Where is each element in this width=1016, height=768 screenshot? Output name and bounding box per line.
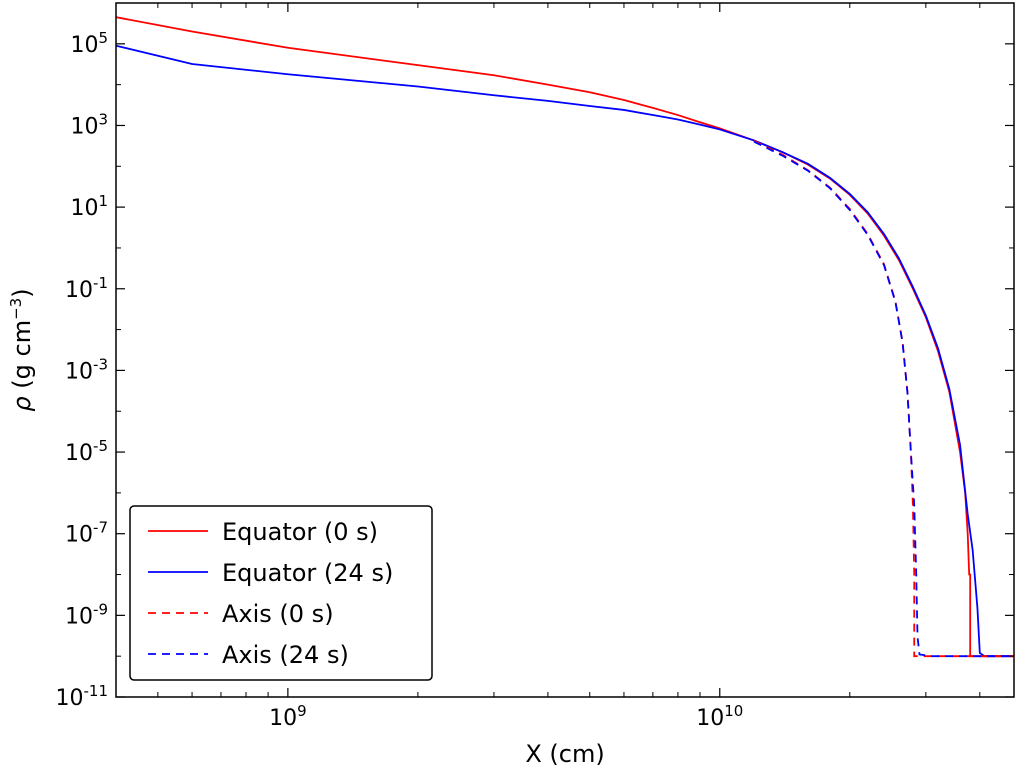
- series-line-2: [116, 44, 1014, 658]
- legend-label-4: Axis (24 s): [222, 641, 349, 669]
- y-tick-label-7: 10-7: [65, 519, 108, 548]
- x-tick-label-1: 109: [269, 702, 307, 731]
- series-layer: [116, 16, 1014, 658]
- ticks-layer: 109 1010 105 103 101 10-1 10-3 10-5 10-7 10-9 10-1…: [56, 2, 1014, 731]
- legend-label-2: Equator (24 s): [222, 559, 393, 587]
- legend-box: [129, 505, 433, 681]
- y-tick-label-8: 10-9: [65, 600, 108, 629]
- series-line-4: [753, 140, 1014, 658]
- y-tick-label-9: 10-11: [56, 682, 109, 711]
- y-tick-label-1: 105: [70, 29, 108, 58]
- y-axis-title: ρ (g cm−3): [7, 288, 36, 411]
- y-axis-title-symbol: ρ: [8, 396, 36, 411]
- y-tick-label-6: 10-5: [65, 437, 108, 466]
- y-tick-label-3: 101: [70, 192, 108, 221]
- x-tick-label-2: 1010: [696, 702, 743, 731]
- y-tick-label-4: 10-1: [65, 274, 108, 303]
- legend-items: Equator (0 s) Equator (24 s) Axis (0 s) Axi…: [148, 518, 393, 669]
- legend-label-3: Axis (0 s): [222, 600, 334, 628]
- y-axis-title-unit: (g cm: [8, 320, 36, 396]
- y-axis-title-exp: −3: [7, 298, 25, 320]
- y-tick-label-2: 103: [70, 110, 108, 139]
- x-axis-title: X (cm): [525, 740, 604, 768]
- plot-frame: [115, 2, 1015, 698]
- y-axis-title-close: ): [8, 288, 36, 297]
- legend: Equator (0 s) Equator (24 s) Axis (0 s) Axi…: [129, 505, 433, 681]
- y-tick-label-5: 10-3: [65, 355, 108, 384]
- legend-label-1: Equator (0 s): [222, 518, 378, 546]
